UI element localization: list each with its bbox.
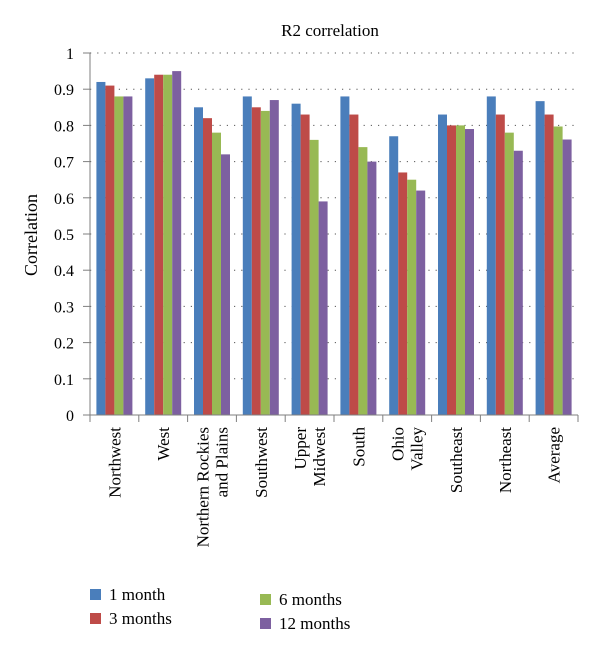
bar	[203, 118, 212, 415]
x-tick-label: Northeast	[496, 427, 515, 493]
bar	[398, 172, 408, 415]
bar	[251, 107, 261, 416]
bar	[495, 114, 505, 415]
legend-swatch	[90, 589, 101, 600]
x-tick-label: Southwest	[252, 427, 271, 498]
bar	[269, 100, 279, 415]
bar	[300, 114, 310, 415]
bar-series	[96, 71, 572, 416]
y-tick-label: 0.1	[54, 372, 74, 389]
legend-label: 12 months	[279, 614, 350, 633]
x-tick-label: OhioValley	[389, 427, 427, 471]
y-axis-label: Correlation	[21, 194, 41, 276]
y-tick-label: 1	[66, 46, 74, 63]
bar	[194, 107, 203, 416]
y-tick-label: 0.9	[54, 82, 74, 99]
bar	[163, 74, 173, 415]
bar	[447, 125, 456, 416]
bar	[535, 101, 545, 416]
chart-title: R2 correlation	[281, 21, 379, 40]
bar	[504, 132, 514, 415]
y-tick-label: 0.4	[54, 263, 74, 280]
bar	[242, 96, 252, 415]
bar	[145, 78, 155, 415]
bar	[105, 85, 115, 415]
x-tick-label: UpperMidwest	[291, 427, 329, 487]
x-tick-label: South	[349, 427, 368, 467]
bar	[456, 125, 465, 416]
y-axis-ticks: 0 0.1 0.2 0.3 0.4 0.5 0.6 0.7 0.8 0.9 1	[54, 46, 90, 425]
bar	[96, 81, 106, 416]
bar	[465, 129, 474, 415]
legend: 1 month 3 months 6 months 12 months	[90, 585, 350, 633]
legend-swatch	[260, 594, 271, 605]
y-tick-label: 0.6	[54, 191, 74, 208]
bar	[544, 114, 554, 415]
bar	[438, 114, 447, 415]
legend-label: 1 month	[109, 585, 166, 604]
bar	[123, 96, 133, 415]
bar	[367, 161, 377, 415]
bar	[318, 201, 328, 415]
bar	[172, 71, 182, 415]
x-tick-label: Northern Rockiesand Plains	[194, 427, 232, 547]
bar	[553, 126, 563, 416]
bar	[407, 179, 417, 415]
x-tick-label: Southeast	[447, 427, 466, 493]
bar	[260, 110, 270, 416]
bar	[154, 74, 164, 415]
bar	[416, 190, 426, 415]
bar	[486, 96, 496, 415]
y-tick-label: 0.7	[54, 155, 74, 172]
legend-label: 3 months	[109, 609, 172, 628]
x-tick-label: Average	[545, 427, 564, 483]
bar	[349, 114, 359, 415]
bar	[358, 147, 368, 415]
x-axis-ticks: Northwest West Northern Rockiesand Plains S…	[89, 415, 579, 547]
legend-swatch	[260, 618, 271, 629]
bar	[389, 136, 399, 415]
bar	[562, 139, 572, 415]
y-tick-label: 0.2	[54, 336, 74, 353]
x-tick-label: West	[154, 427, 173, 461]
legend-swatch	[90, 613, 101, 624]
bar	[221, 154, 230, 416]
y-tick-label: 0.3	[54, 299, 74, 316]
bar	[340, 96, 350, 415]
legend-label: 6 months	[279, 590, 342, 609]
bar	[513, 150, 523, 416]
x-tick-label: Northwest	[105, 427, 124, 498]
bar	[212, 132, 221, 415]
bar	[309, 139, 319, 415]
bar	[114, 96, 124, 415]
y-tick-label: 0.8	[54, 118, 74, 135]
y-tick-label: 0	[66, 408, 74, 425]
y-tick-label: 0.5	[54, 227, 74, 244]
bar	[291, 103, 301, 416]
